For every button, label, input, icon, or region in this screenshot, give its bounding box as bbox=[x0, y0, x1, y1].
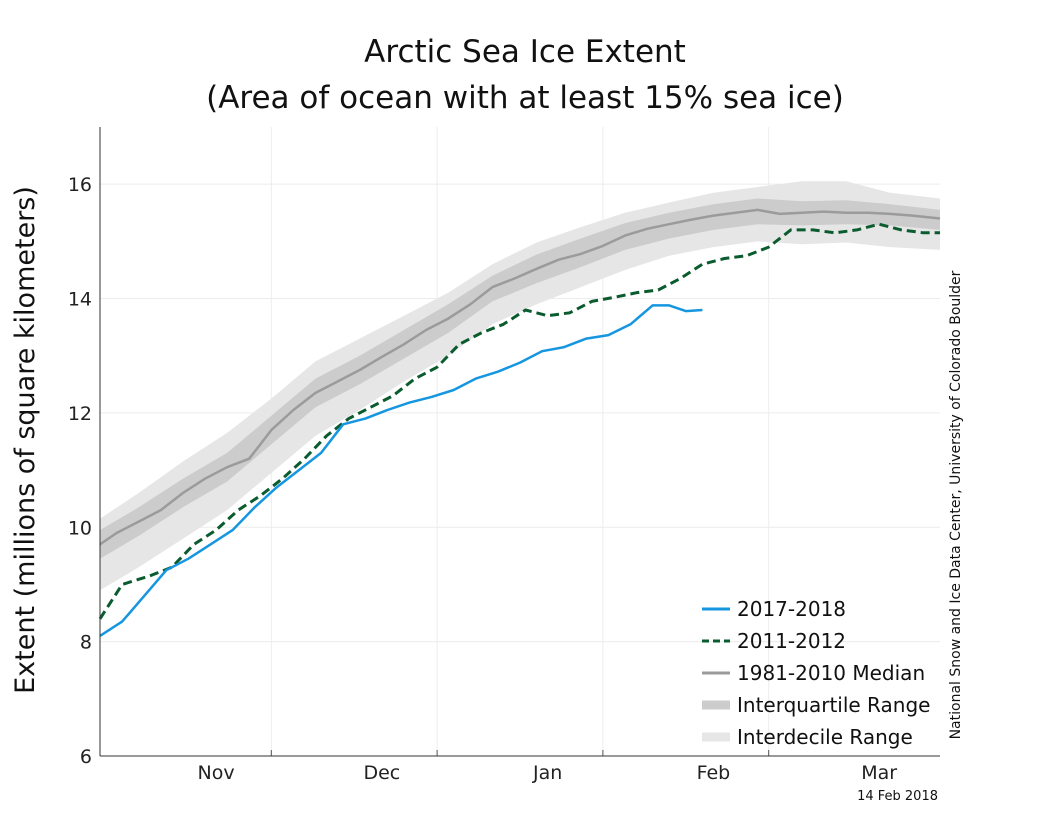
interdecile-range-band bbox=[100, 181, 940, 591]
legend-label: Interquartile Range bbox=[737, 693, 930, 717]
x-tick-label: Feb bbox=[697, 762, 731, 784]
x-tick-label: Nov bbox=[198, 762, 235, 784]
series-lines bbox=[98, 208, 941, 637]
legend-label: Interdecile Range bbox=[737, 725, 913, 749]
chart-subtitle: (Area of ocean with at least 15% sea ice… bbox=[206, 80, 844, 116]
y-tick-label: 6 bbox=[80, 746, 92, 768]
interquartile-range-band bbox=[100, 198, 940, 559]
y-tick-label: 10 bbox=[68, 517, 92, 539]
y-axis-label: Extent (millions of square kilometers) bbox=[10, 186, 41, 694]
series-2017-2018-line bbox=[99, 304, 703, 637]
x-tick-label: Mar bbox=[861, 762, 897, 784]
axes: 6 8 10 12 14 16 Nov Dec Jan Feb Mar bbox=[68, 127, 940, 784]
legend-label: 1981-2010 Median bbox=[737, 661, 925, 685]
legend-label: 2017-2018 bbox=[737, 597, 846, 621]
median-line bbox=[99, 208, 941, 546]
legend: 2017-2018 2011-2012 1981-2010 Median Interq… bbox=[702, 597, 930, 749]
date-stamp: 14 Feb 2018 bbox=[857, 789, 938, 804]
series-2011-2012-line bbox=[98, 222, 940, 620]
x-tick-label: Dec bbox=[363, 762, 400, 784]
chart-title: Arctic Sea Ice Extent bbox=[364, 34, 686, 70]
y-tick-label: 16 bbox=[68, 174, 92, 196]
legend-label: 2011-2012 bbox=[737, 629, 846, 653]
x-tick-label: Jan bbox=[532, 762, 562, 784]
range-bands bbox=[100, 181, 940, 591]
y-tick-label: 12 bbox=[68, 403, 92, 425]
y-tick-label: 8 bbox=[80, 632, 92, 654]
credit-text: National Snow and Ice Data Center, Unive… bbox=[948, 270, 964, 739]
y-tick-label: 14 bbox=[68, 289, 92, 311]
